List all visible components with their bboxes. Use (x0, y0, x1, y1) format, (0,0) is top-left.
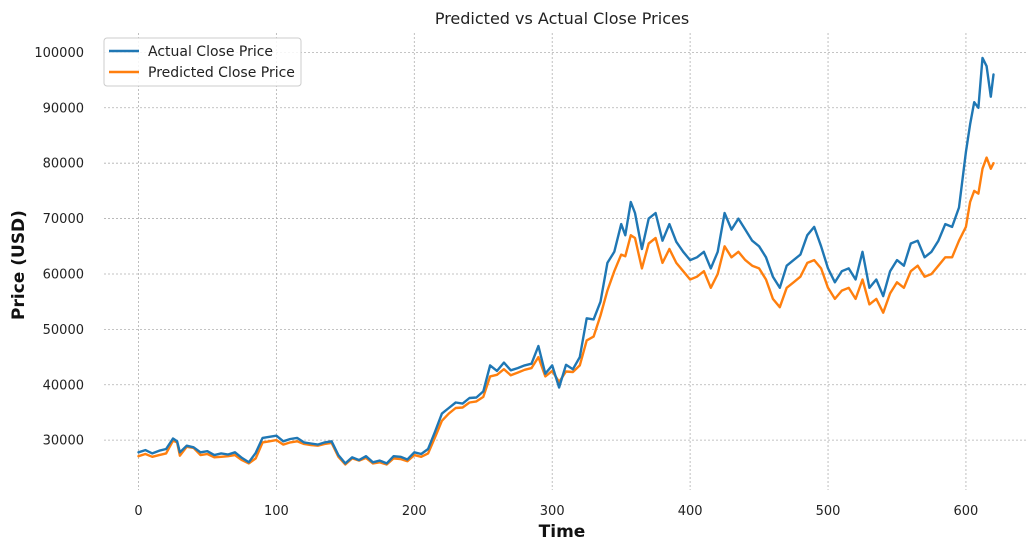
x-axis-label: Time (539, 522, 586, 542)
y-axis-ticks: 30000 40000 50000 60000 70000 80000 90000 10000… (34, 46, 84, 449)
x-tick-label: 0 (134, 504, 142, 519)
y-tick-label: 100000 (34, 46, 84, 61)
y-tick-label: 50000 (43, 323, 84, 338)
y-tick-label: 70000 (43, 212, 84, 227)
y-tick-label: 40000 (43, 378, 84, 393)
x-tick-label: 500 (816, 504, 841, 519)
y-axis-label: Price (USD) (9, 210, 29, 320)
legend-box (103, 37, 302, 87)
x-tick-label: 600 (954, 504, 979, 519)
y-tick-label: 60000 (43, 267, 84, 282)
x-axis-ticks: 0 100 200 300 400 500 600 (134, 504, 978, 519)
x-tick-label: 100 (264, 504, 289, 519)
legend-label-actual: Actual Close Price (148, 44, 273, 60)
x-tick-label: 200 (402, 504, 427, 519)
chart-title: Predicted vs Actual Close Prices (435, 9, 689, 28)
legend-label-predicted: Predicted Close Price (148, 65, 295, 81)
series-line-predicted (137, 156, 995, 466)
legend: Actual Close Price Predicted Close Price (103, 37, 302, 87)
x-tick-label: 400 (678, 504, 703, 519)
y-tick-label: 30000 (43, 434, 84, 449)
y-tick-label: 90000 (43, 101, 84, 116)
y-tick-label: 80000 (43, 157, 84, 172)
grid (104, 33, 1028, 490)
x-tick-label: 300 (540, 504, 565, 519)
series-line-actual (137, 56, 995, 465)
series-lines (137, 56, 995, 466)
